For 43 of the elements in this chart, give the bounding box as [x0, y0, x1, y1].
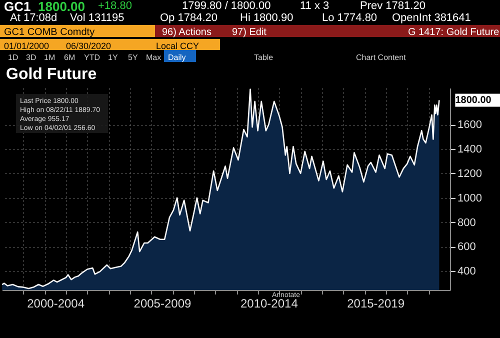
y-tick-label: 400: [458, 266, 476, 278]
text: 1Y: [108, 52, 118, 63]
text: 1800.00: [38, 0, 85, 14]
annotation: 1800.00: [455, 95, 492, 106]
text: Hi 1800.90: [240, 12, 294, 24]
x-tick-label: 2010-2014: [240, 296, 298, 310]
y-tick-label: 1400: [458, 144, 482, 156]
text: GC1: [4, 0, 31, 14]
text: YTD: [84, 52, 100, 63]
text: 01/01/2000: [4, 41, 50, 52]
text: Lo 1774.80: [322, 12, 378, 24]
text: +18.80: [98, 0, 132, 12]
text: Chart Content: [356, 52, 406, 63]
y-tick-label: 1600: [458, 119, 482, 132]
x-tick-label: 2015-2019: [347, 296, 405, 310]
text: Op 1784.20: [160, 12, 218, 24]
text: Table: [254, 52, 274, 63]
text: 97) Edit: [232, 27, 266, 38]
text: G 1417: Gold Future: [408, 27, 500, 38]
text: GC1 COMB Comdty: [4, 27, 95, 38]
text: 6M: [64, 52, 76, 63]
text: Max: [146, 52, 162, 63]
text: OpenInt 381641: [392, 12, 471, 24]
text: 96) Actions: [162, 27, 212, 38]
text: 1D: [8, 52, 18, 63]
text: Daily: [168, 52, 186, 63]
x-tick-label: 2000-2004: [27, 296, 85, 310]
x-tick-label: 2005-2009: [134, 296, 192, 310]
text: Prev 1781.20: [360, 0, 426, 12]
text: 3D: [26, 52, 36, 63]
chart-title: Gold Future: [6, 66, 97, 83]
text: 5Y: [128, 52, 138, 63]
text: Local CCY: [156, 41, 200, 52]
text: 1799.80 / 1800.00: [182, 0, 271, 12]
text: 11 x 3: [300, 0, 330, 12]
text: 1M: [44, 52, 56, 63]
y-tick-label: 800: [458, 216, 476, 229]
y-tick-label: 1200: [458, 168, 482, 180]
y-tick-label: 600: [458, 241, 476, 254]
text: 06/30/2020: [66, 41, 112, 52]
y-tick-label: 1000: [458, 192, 482, 204]
text: At 17:08d: [10, 12, 58, 24]
text: Vol 131195: [70, 12, 124, 24]
